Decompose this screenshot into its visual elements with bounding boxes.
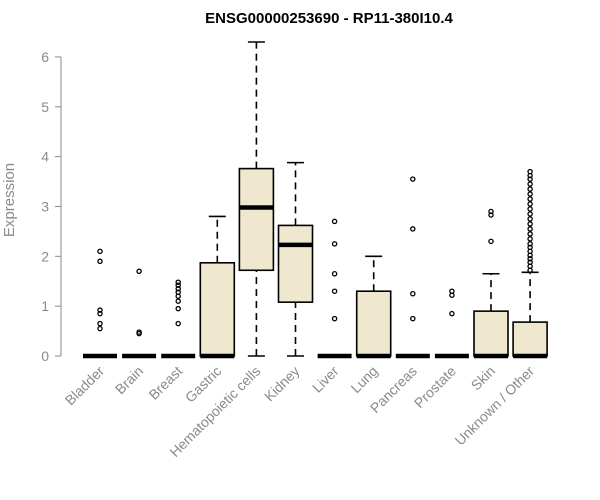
y-axis: 0 1 2 3 4 5 6 — [41, 49, 62, 364]
y-tick-label: 0 — [41, 348, 49, 364]
chart-title: ENSG00000253690 - RP11-380I10.4 — [205, 10, 453, 27]
category-label: Bladder — [62, 363, 108, 409]
box-4 — [238, 167, 275, 272]
outlier-point — [527, 196, 533, 202]
y-tick-label: 1 — [41, 298, 49, 314]
outlier-point — [331, 271, 338, 277]
outlier-point — [175, 305, 181, 312]
box-3 — [199, 261, 236, 357]
outlier-point — [488, 238, 494, 245]
outlier-point — [527, 186, 533, 192]
outlier-point — [449, 310, 455, 317]
outlier-point — [527, 221, 533, 227]
outlier-point — [97, 248, 103, 255]
outlier-point — [527, 201, 533, 207]
outlier-point — [136, 329, 142, 335]
outlier-point — [527, 236, 533, 242]
y-tick-label: 6 — [41, 49, 49, 65]
outlier-point — [449, 288, 455, 294]
outlier-point — [175, 289, 181, 295]
y-tick-label: 4 — [41, 149, 49, 165]
box-10 — [473, 310, 509, 357]
outlier-point — [527, 206, 533, 212]
outlier-point — [175, 282, 181, 288]
outlier-point — [410, 290, 416, 297]
outlier-point — [97, 320, 103, 327]
outlier-point — [410, 315, 416, 322]
outlier-point — [527, 181, 533, 187]
outlier-point — [331, 288, 338, 294]
outlier-point — [175, 320, 181, 327]
outlier-point — [527, 216, 533, 222]
outlier-point — [331, 218, 338, 225]
outlier-point — [97, 325, 103, 332]
category-label: Skin — [468, 363, 499, 394]
outlier-point — [410, 176, 416, 182]
category-label: Kidney — [261, 363, 303, 405]
y-axis-label: Expression — [1, 163, 18, 237]
outlier-point — [97, 307, 103, 313]
outlier-point — [527, 241, 533, 247]
category-label: Lung — [347, 363, 380, 396]
outlier-point — [488, 208, 494, 215]
outlier-point — [527, 191, 533, 197]
outlier-point — [527, 211, 533, 217]
outlier-point — [527, 168, 533, 175]
category-label: Prostate — [411, 363, 459, 411]
outlier-point — [331, 315, 338, 322]
outlier-point — [527, 256, 533, 262]
outlier-point — [97, 310, 103, 317]
box-11 — [512, 321, 548, 357]
outlier-point — [136, 268, 142, 275]
outlier-point — [527, 176, 533, 182]
outlier-point — [410, 226, 416, 232]
outlier-point — [527, 259, 533, 266]
box-7 — [355, 290, 392, 357]
y-tick-label: 2 — [41, 248, 49, 264]
outlier-point — [175, 285, 181, 292]
category-label: Liver — [309, 363, 342, 396]
outlier-point — [331, 241, 338, 247]
outlier-point — [97, 258, 103, 265]
boxes-group — [83, 41, 548, 359]
outlier-point — [488, 212, 494, 218]
outlier-point — [527, 244, 533, 251]
category-label: Breast — [145, 363, 185, 403]
y-tick-label: 3 — [41, 198, 49, 214]
category-label: Brain — [112, 363, 146, 397]
outlier-point — [175, 298, 181, 304]
outlier-point — [175, 279, 181, 285]
outlier-point — [527, 231, 533, 237]
outlier-point — [527, 226, 533, 232]
box-5 — [277, 224, 314, 303]
y-tick-label: 5 — [41, 99, 49, 115]
